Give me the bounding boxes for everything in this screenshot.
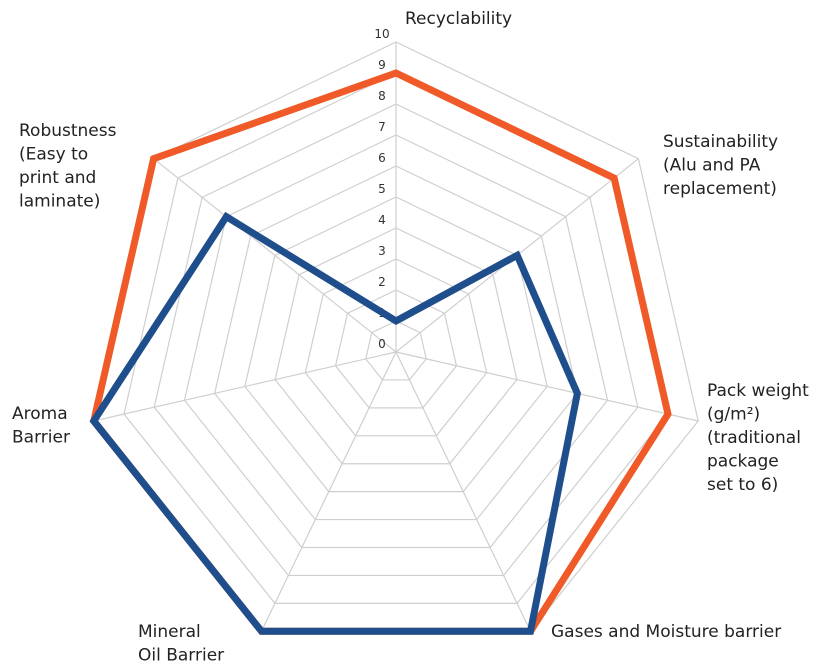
category-label: Aroma Barrier <box>12 404 70 448</box>
tick-label: 2 <box>378 275 386 289</box>
spoke <box>153 158 397 353</box>
tick-label: 6 <box>378 151 386 165</box>
tick-label: 9 <box>378 58 386 72</box>
category-line: print and <box>19 168 96 188</box>
category-label: Gases and Moisture barrier <box>551 622 781 642</box>
category-line: (Alu and PA <box>663 156 761 176</box>
category-label: Robustness (Easy to print and laminate) <box>19 121 117 212</box>
grid-ring <box>244 196 548 493</box>
category-line: package <box>707 452 779 472</box>
category-line: replacement) <box>663 179 777 199</box>
category-line: set to 6) <box>707 475 778 495</box>
category-line: Pack weight <box>707 381 809 401</box>
spoke <box>395 351 532 632</box>
category-label: Mineral Oil Barrier <box>138 622 224 666</box>
category-line: Aroma <box>12 404 68 424</box>
tick-label: 8 <box>378 89 386 103</box>
grid-ring <box>183 134 609 549</box>
category-line: laminate) <box>19 192 100 212</box>
grid-ring <box>274 227 518 465</box>
category-line: Gases and Moisture barrier <box>551 622 781 642</box>
category-line: Oil Barrier <box>138 646 224 666</box>
tick-label: 10 <box>374 27 389 41</box>
tick-label: 7 <box>378 120 386 134</box>
spoke <box>93 351 397 422</box>
category-label: Sustainability (Alu and PA replacement) <box>663 132 778 199</box>
tick-label: 4 <box>378 213 386 227</box>
category-line: (traditional <box>707 428 801 448</box>
spoke <box>260 351 397 632</box>
series-line <box>89 211 581 635</box>
category-line: (Easy to <box>19 145 88 165</box>
category-line: Mineral <box>138 622 201 642</box>
grid-ring <box>334 289 458 409</box>
grid-ring <box>365 320 427 381</box>
tick-label: 0 <box>378 337 386 351</box>
category-label: Pack weight (g/m²) (traditional package set … <box>707 381 809 495</box>
spoke <box>395 351 699 422</box>
category-line: Robustness <box>19 121 117 141</box>
tick-label: 3 <box>378 244 386 258</box>
category-line: Recyclability <box>405 9 512 29</box>
category-line: Sustainability <box>663 132 778 152</box>
category-line: (g/m²) <box>707 405 760 425</box>
tick-label: 5 <box>378 182 386 196</box>
category-label: Recyclability <box>405 9 512 29</box>
grid-ring <box>214 165 578 521</box>
category-line: Barrier <box>12 428 70 448</box>
grid-ring <box>304 258 488 437</box>
grid-ring <box>153 103 639 577</box>
